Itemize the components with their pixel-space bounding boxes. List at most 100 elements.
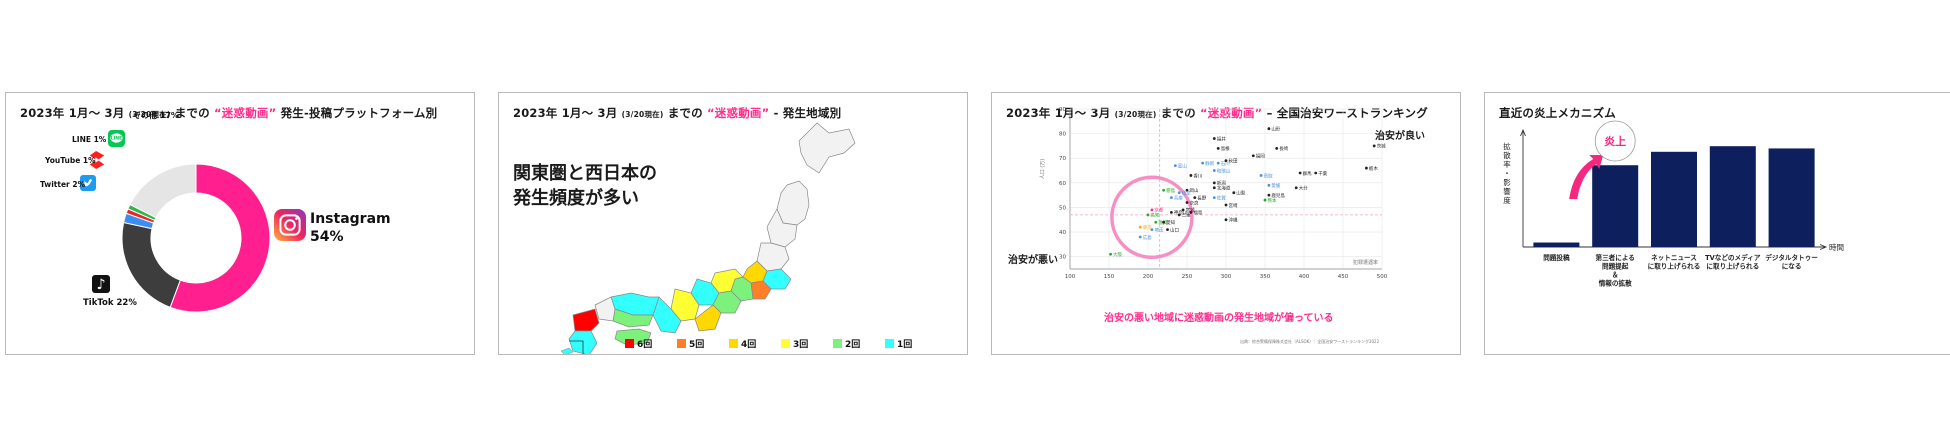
- point-label: 鹿児島: [1271, 192, 1285, 199]
- point-label: 神奈川: [1174, 209, 1188, 216]
- legend-swatch: [625, 339, 634, 348]
- scatter-point: [1275, 146, 1279, 150]
- scatter-point: [1263, 198, 1267, 202]
- point-label: 佐賀: [1217, 194, 1226, 201]
- scatter-point: [1170, 196, 1173, 200]
- point-label: 愛媛: [1271, 182, 1280, 189]
- point-label: 千葉: [1318, 170, 1328, 177]
- flame-bubble: [1594, 120, 1636, 162]
- scatter-point: [1298, 171, 1302, 175]
- point-label: 山梨: [1236, 189, 1245, 196]
- safety-good-label: 治安が良い: [1375, 131, 1425, 142]
- x-axis-label: 時間: [1829, 243, 1844, 252]
- bar-category-label: ネットニュース: [1651, 254, 1697, 262]
- point-label: 島根: [1221, 145, 1231, 152]
- donut-slice-その他: [129, 163, 197, 219]
- legend-label: 6回: [637, 339, 652, 350]
- point-label: 長野: [1197, 194, 1206, 201]
- y-axis-label-char: 度: [1503, 195, 1511, 205]
- mechanism-panel: 直近の炎上メカニズム 拡散率・影響度時間 問題投稿 第三者による 問題提起＆情報の拡散…: [1484, 92, 1950, 355]
- scatter-point: [1170, 210, 1173, 214]
- point-label: 大阪: [1113, 251, 1122, 258]
- y-axis-label-char: 響: [1503, 186, 1511, 196]
- scatter-point: [1224, 159, 1228, 163]
- point-label: 北海道: [1217, 185, 1231, 192]
- legend-label: 5回: [689, 339, 704, 350]
- point-label: 富山: [1178, 162, 1187, 169]
- bar-category-label: 問題提起: [1602, 262, 1629, 271]
- y-axis-label: 人口 (万): [1040, 159, 1046, 180]
- svg-text:LINE: LINE: [111, 135, 122, 141]
- label-twitter: Twitter 2%: [40, 180, 86, 189]
- bar-category-label: 問題投稿: [1543, 253, 1570, 262]
- bar-category-label: になる: [1782, 262, 1802, 271]
- scatter-point: [1232, 191, 1236, 195]
- legend-swatch: [781, 339, 790, 348]
- point-label: 福岡: [1256, 153, 1265, 160]
- scatter-point: [1294, 186, 1298, 190]
- scatter-point: [1138, 225, 1142, 229]
- point-label: 沖縄: [1229, 217, 1238, 224]
- legend-swatch: [833, 339, 842, 348]
- point-label: 広島: [1143, 234, 1153, 241]
- point-label: 熊本: [1268, 197, 1277, 204]
- scatter-point: [1154, 220, 1158, 224]
- point-label: 和歌山: [1217, 167, 1231, 174]
- scatter-point: [1166, 228, 1169, 232]
- y-axis-label-char: 影: [1503, 177, 1511, 187]
- scatter-point: [1267, 193, 1271, 197]
- y-tick-label: 30: [1059, 255, 1066, 261]
- platform-panel: 2023年 1月～ 3月 (3/20現在) までの “迷惑動画” 発生-投稿プラ…: [5, 92, 475, 355]
- safety-source: 出典：綜合警備保障株式会社（ALSOK）：全国治安ワーストランキング2022: [1240, 339, 1380, 344]
- y-tick-label: 60: [1059, 181, 1066, 187]
- point-label: 福井: [1217, 135, 1226, 142]
- scatter-point: [1212, 196, 1216, 200]
- scatter-point: [1162, 188, 1165, 192]
- legend-label: 2回: [845, 339, 860, 350]
- scatter-point: [1181, 208, 1185, 212]
- y-tick-label: 50: [1059, 205, 1066, 211]
- svg-text:♪: ♪: [96, 277, 105, 293]
- safety-bad-label: 治安が悪い: [1008, 255, 1058, 266]
- label-tiktok: TikTok 22%: [83, 298, 137, 308]
- mechanism-title: 直近の炎上メカニズム: [1499, 106, 1616, 120]
- point-label: 徳島: [1166, 187, 1175, 194]
- legend-label: 3回: [793, 339, 808, 350]
- bar-category-label: 第三者による: [1596, 253, 1635, 262]
- scatter-point: [1224, 218, 1228, 222]
- bar-category-label: デジタルタトゥー: [1765, 253, 1818, 262]
- y-axis-label-char: 率: [1503, 159, 1511, 169]
- x-tick-label: 150: [1104, 274, 1115, 280]
- scatter-point: [1109, 252, 1112, 256]
- y-tick-label: 80: [1059, 132, 1066, 138]
- scatter-point: [1189, 210, 1193, 214]
- x-axis-label: 犯罪遭遇率: [1353, 259, 1378, 266]
- region-panel: 2023年 1月～ 3月 (3/20現在) までの “迷惑動画” - 発生地域別…: [498, 92, 968, 355]
- scatter-point: [1138, 235, 1142, 239]
- scatter-point: [1173, 164, 1177, 168]
- scatter-point: [1267, 127, 1271, 131]
- point-label: 秋田: [1229, 157, 1238, 164]
- label-instagram-name: Instagram: [310, 211, 391, 227]
- y-tick-label: 70: [1059, 156, 1066, 162]
- point-label: 福島: [1193, 209, 1202, 216]
- safety-caption: 治安の悪い地域に迷惑動画の発生地域が偏っている: [1104, 313, 1334, 324]
- label-other: その他 17%: [133, 110, 179, 120]
- scatter-point: [1185, 201, 1189, 204]
- region-headline: 関東圏と西日本の 発生頻度が多い: [513, 163, 657, 209]
- label-instagram-value: 54%: [310, 229, 344, 245]
- legend-swatch: [729, 339, 738, 348]
- x-tick-label: 500: [1377, 274, 1388, 280]
- point-label: 宮城: [1186, 207, 1195, 214]
- safety-panel: 2023年 1月～ 3月 (3/20現在) までの “迷惑動画” – 全国治安ワ…: [991, 92, 1461, 355]
- point-label: 愛知: [1166, 219, 1175, 226]
- instagram-icon: [274, 209, 306, 241]
- point-label: 茨城: [1377, 143, 1387, 150]
- scatter-point: [1259, 174, 1263, 177]
- flame-label: 炎上: [1604, 134, 1626, 148]
- y-tick-label: 90: [1059, 107, 1066, 113]
- point-label: 岡山: [1190, 187, 1199, 194]
- scatter-point: [1365, 166, 1368, 170]
- point-label: 京都: [1154, 207, 1163, 214]
